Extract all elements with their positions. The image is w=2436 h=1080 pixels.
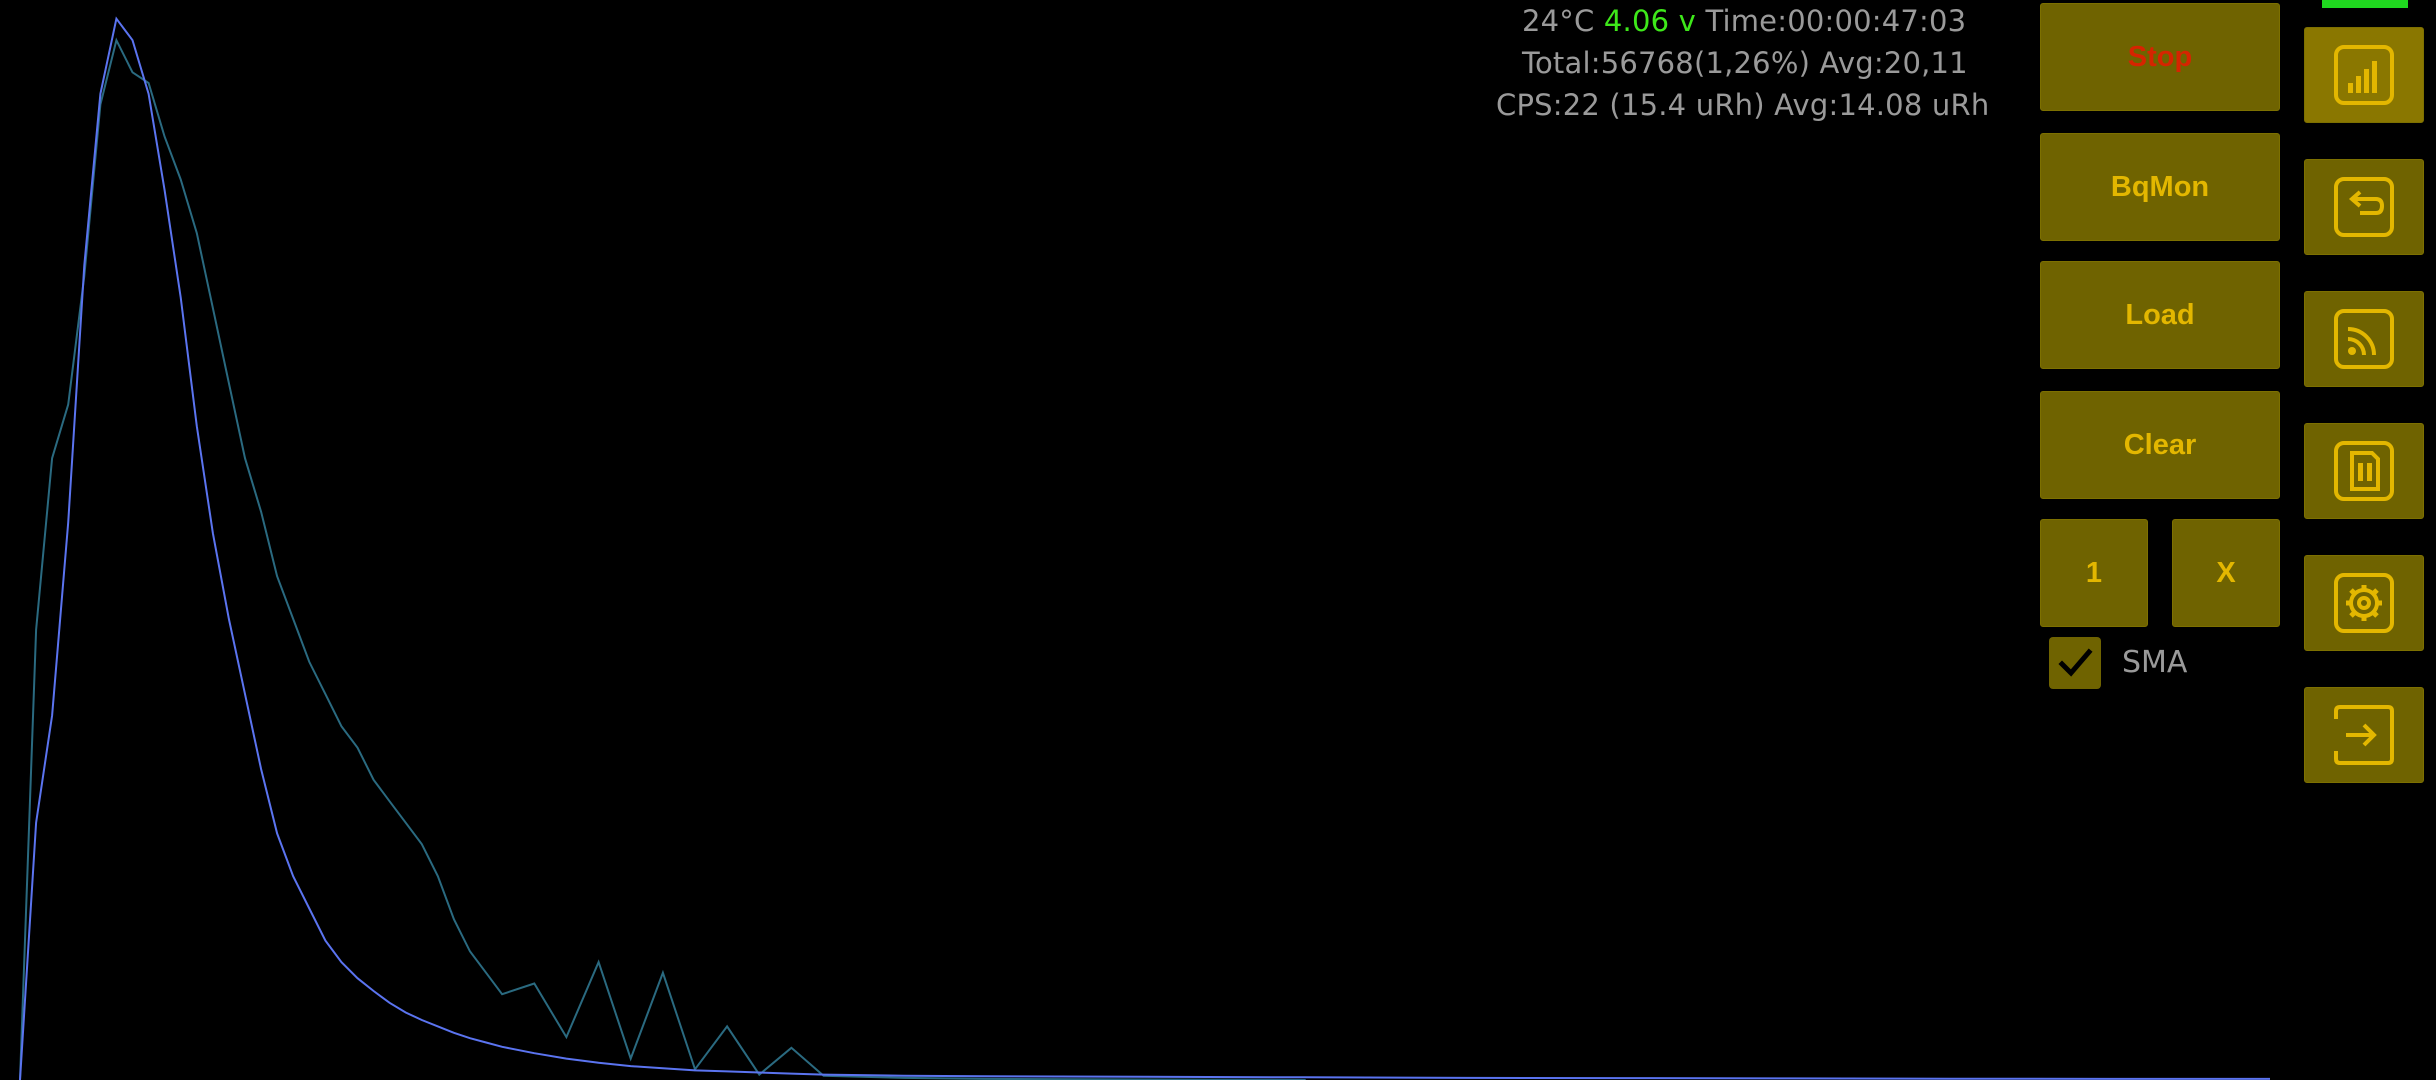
- voltage-readout: 4.06 v: [1603, 4, 1697, 38]
- rss-feed-button[interactable]: [2304, 291, 2424, 387]
- spectrum-series-current: [19, 16, 2270, 1080]
- exit-icon: [2334, 705, 2394, 765]
- mode-x-button[interactable]: X: [2172, 519, 2280, 627]
- sma-checkbox[interactable]: [2049, 637, 2101, 689]
- stop-button[interactable]: Stop: [2040, 3, 2280, 111]
- cps-readout: CPS:22 (15.4 uRh) Avg:14.08 uRh: [1496, 88, 1990, 122]
- undo-icon: [2334, 177, 2394, 237]
- rss-feed-icon: [2334, 309, 2394, 369]
- undo-button[interactable]: [2304, 159, 2424, 255]
- time-readout: Time:00:00:47:03: [1705, 4, 1967, 38]
- mode-1-button[interactable]: 1: [2040, 519, 2148, 627]
- temperature-readout: 24°C: [1522, 4, 1595, 38]
- sd-card-icon: [2334, 441, 2394, 501]
- exit-button[interactable]: [2304, 687, 2424, 783]
- clear-button[interactable]: Clear: [2040, 391, 2280, 499]
- signal-bars-icon: [2334, 45, 2394, 105]
- load-button[interactable]: Load: [2040, 261, 2280, 369]
- spectrum-series-previous: [19, 37, 1306, 1080]
- total-counts-readout: Total:56768(1,26%) Avg:20,11: [1522, 46, 1968, 80]
- settings-button[interactable]: [2304, 555, 2424, 651]
- settings-gear-icon: [2334, 573, 2394, 633]
- bqmon-button[interactable]: BqMon: [2040, 133, 2280, 241]
- status-line-temperature-voltage-time: 24°C 4.06 v Time:00:00:47:03: [1522, 4, 1966, 38]
- sd-card-button[interactable]: [2304, 423, 2424, 519]
- sma-label: SMA: [2122, 645, 2188, 680]
- checkmark-icon: [2058, 648, 2093, 677]
- signal-bars-button[interactable]: [2304, 27, 2424, 123]
- battery-indicator: [2322, 0, 2408, 8]
